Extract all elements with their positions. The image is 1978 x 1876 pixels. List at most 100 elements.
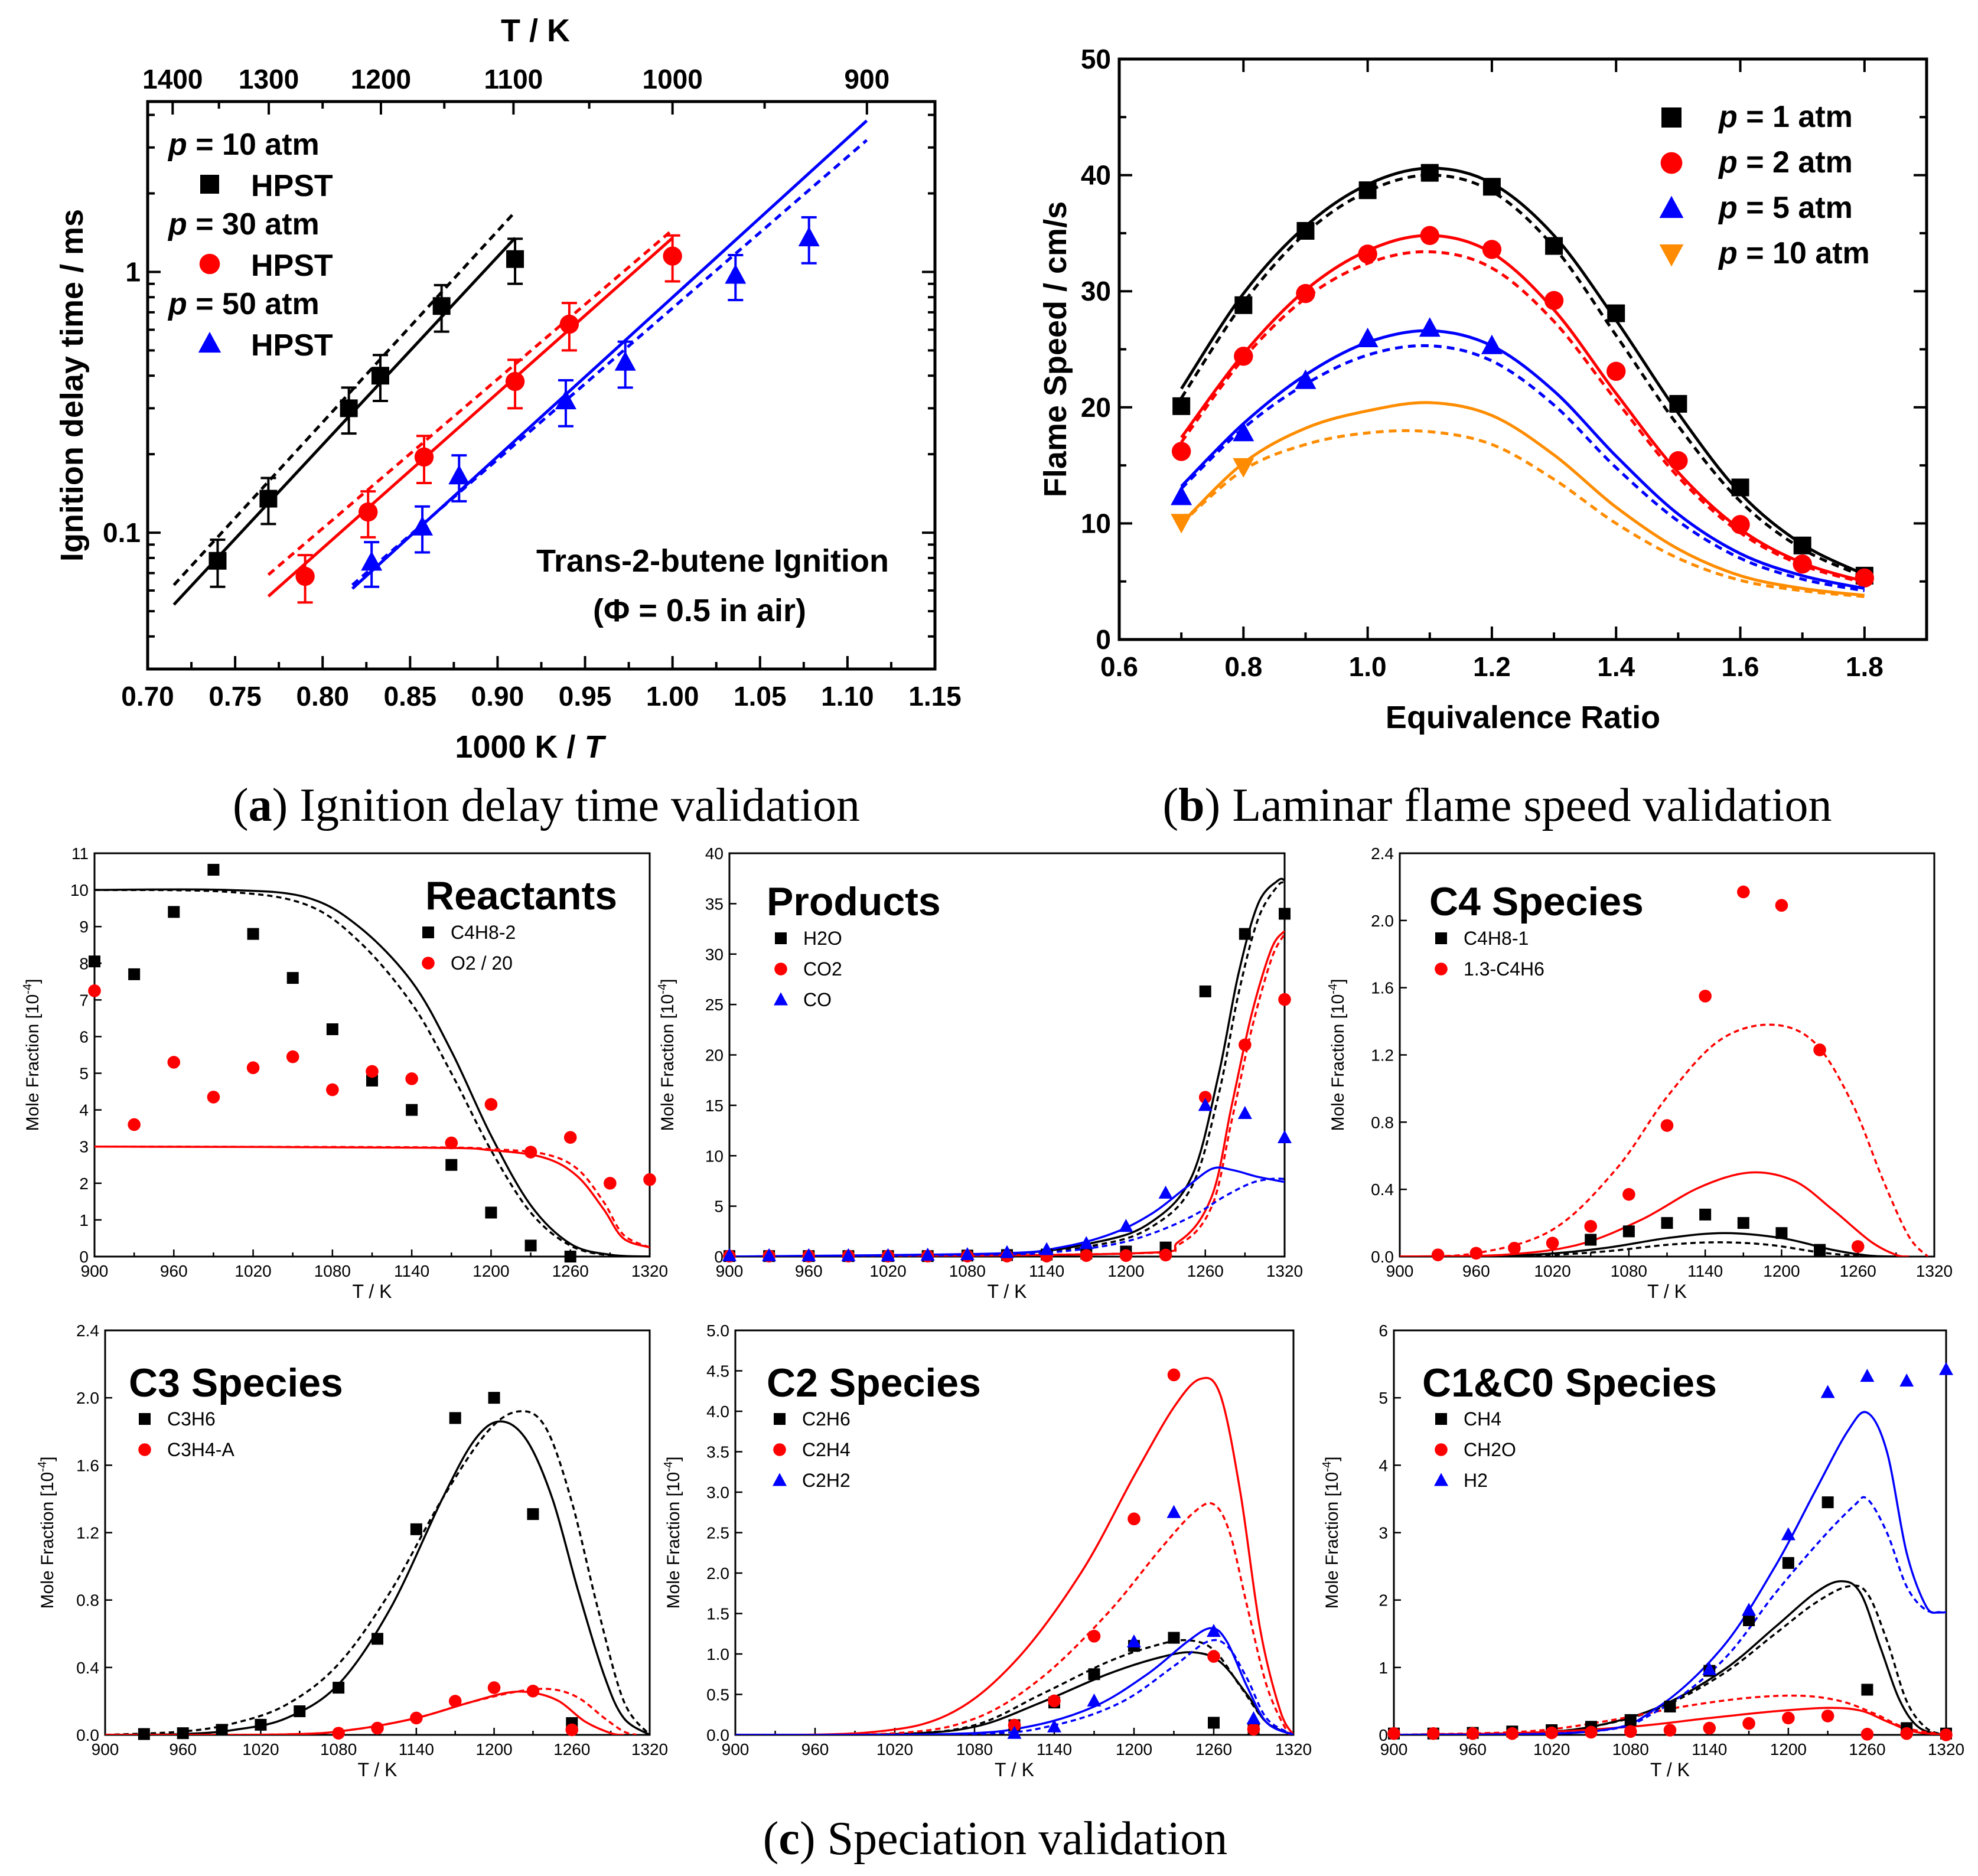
model-line-solid	[1180, 167, 1865, 576]
legend-label: C4H8-2	[451, 922, 516, 943]
x-tick-label: 1200	[475, 1740, 512, 1758]
caption-b: (b) Laminar flame speed validation	[1163, 779, 1832, 831]
model-line-dashed	[1180, 344, 1865, 592]
data-point	[1813, 1043, 1826, 1056]
data-point	[960, 1247, 975, 1261]
x-tick-label: 1080	[949, 1262, 986, 1280]
legend-marker	[1659, 195, 1684, 218]
model-line-dashed	[105, 1688, 637, 1735]
data-point	[1607, 304, 1625, 322]
x-tick-label: 1.8	[1846, 651, 1884, 682]
legend-label: C3H6	[167, 1408, 216, 1430]
legend-marker	[422, 957, 435, 970]
data-point	[1358, 244, 1377, 264]
top-tick-label: 1100	[484, 64, 543, 94]
x-tick-label: 1320	[1266, 1262, 1303, 1280]
data-point	[1198, 1098, 1213, 1111]
x-tick-label: 960	[801, 1740, 829, 1758]
model-line-dashed	[1394, 1694, 1946, 1735]
subplot-title: Reactants	[425, 873, 617, 918]
model-line-dashed	[735, 1502, 1293, 1735]
x-tick-label: 1.0	[1349, 651, 1387, 682]
x-tick-label: 1020	[234, 1262, 271, 1280]
x-tick-label: 0.70	[121, 681, 174, 712]
caption-a: (a) Ignition delay time validation	[233, 779, 860, 831]
data-point	[340, 399, 358, 417]
y-tick-label: 4	[79, 1101, 89, 1120]
data-point	[487, 1681, 501, 1694]
data-point	[1775, 1227, 1788, 1239]
data-point	[177, 1727, 189, 1740]
model-line-solid	[735, 1376, 1293, 1735]
data-point	[167, 1056, 181, 1069]
model-line-dashed	[735, 1639, 1293, 1735]
data-point	[1900, 1727, 1914, 1740]
data-point	[1387, 1727, 1400, 1740]
y-tick-label: 0.1	[103, 517, 141, 548]
data-point	[1742, 1717, 1755, 1730]
y-tick-label: 25	[705, 996, 724, 1014]
data-point	[643, 1173, 656, 1186]
y-axis-label-text: Mole Fraction [10	[38, 1472, 57, 1609]
data-point	[1545, 1726, 1558, 1740]
data-point	[1821, 1709, 1834, 1722]
data-point	[801, 1248, 816, 1261]
data-point	[1247, 1722, 1260, 1736]
data-point	[1239, 928, 1251, 940]
y-tick-label: 10	[70, 881, 89, 899]
data-point	[1669, 394, 1687, 413]
x-tick-label: 1.10	[821, 681, 874, 712]
y-tick-label: 0.0	[76, 1726, 99, 1744]
y-tick-label: 20	[1081, 392, 1111, 423]
data-point	[1119, 1249, 1133, 1262]
panel-c-reactants: 900 960 1020 1080 1140 1200 1260 1320 0 1 2 3 4 5 6 7 8 9…	[21, 844, 668, 1302]
x-tick-label: 1140	[1029, 1262, 1064, 1280]
x-tick-label: 900	[1380, 1740, 1408, 1758]
data-point	[1775, 899, 1788, 912]
data-point	[366, 1065, 379, 1078]
data-point	[294, 1705, 306, 1718]
legend-label: H2	[1464, 1470, 1488, 1491]
legend-marker	[1660, 152, 1683, 174]
data-point	[1208, 1717, 1220, 1729]
top-tick-label: 900	[844, 64, 889, 94]
data-point	[1861, 1683, 1873, 1696]
legend-pressure-value: = 10 atm	[187, 128, 320, 162]
x-tick-label: 960	[169, 1740, 197, 1758]
data-point	[1585, 1725, 1598, 1739]
x-tick-label: 960	[160, 1262, 188, 1280]
data-point	[138, 1728, 150, 1740]
legend-marker	[1434, 1473, 1448, 1486]
legend-label: p = 10 atm	[1718, 236, 1870, 270]
data-point	[1007, 1725, 1022, 1739]
y-tick-label: 4	[1379, 1456, 1388, 1474]
y-axis-label-end: ]	[23, 979, 43, 984]
data-point	[1731, 478, 1749, 497]
y-tick-label: 2.4	[76, 1322, 99, 1340]
data-point	[359, 502, 378, 522]
data-point	[1622, 1225, 1635, 1238]
x-axis-label: Equivalence Ratio	[1386, 700, 1660, 735]
y-tick-label: 35	[705, 895, 724, 913]
subplot-title: C1&C0 Species	[1422, 1360, 1717, 1405]
data-point	[1431, 1248, 1445, 1261]
data-point	[1166, 1505, 1181, 1518]
y-tick-label: 3.5	[706, 1443, 729, 1461]
y-tick-label: 2.0	[76, 1389, 99, 1407]
y-axis-label-sup: -4	[1327, 984, 1340, 994]
y-tick-label: 2.0	[1371, 912, 1394, 930]
legend-marker	[773, 1443, 786, 1456]
legend-label-p: p	[1718, 100, 1738, 134]
model-line-dashed	[1180, 174, 1865, 579]
x-tick-label: 0.8	[1224, 651, 1262, 682]
model-line-dashed	[94, 1145, 650, 1249]
y-tick-label: 40	[1081, 160, 1111, 191]
data-point	[207, 863, 220, 876]
x-tick-label: 1140	[1687, 1262, 1723, 1280]
legend-label: p = 5 atm	[1718, 191, 1853, 225]
y-tick-label: 2.0	[706, 1564, 729, 1583]
data-point	[371, 1721, 384, 1735]
y-axis-label-sup: -4	[21, 984, 34, 994]
data-point	[128, 1118, 141, 1131]
model-line-dashed	[1180, 429, 1865, 598]
